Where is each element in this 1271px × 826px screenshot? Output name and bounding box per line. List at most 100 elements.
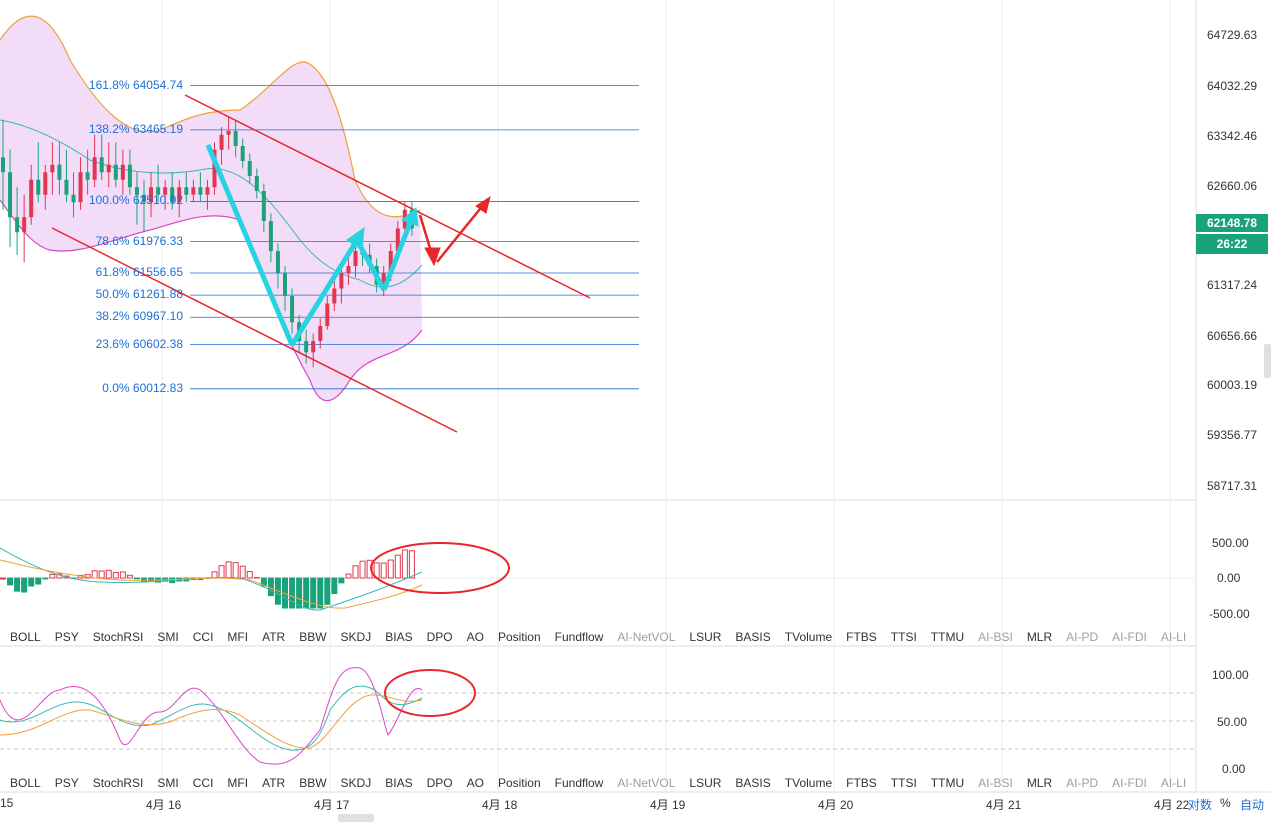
indicator-tab-mlr[interactable]: MLR xyxy=(1026,776,1053,790)
fib-label: 161.8% 64054.74 xyxy=(88,77,183,92)
macd-bar xyxy=(310,577,317,609)
indicator-tab-fundflow[interactable]: Fundflow xyxy=(554,630,604,644)
auto-scale-toggle[interactable]: 自动 xyxy=(1240,798,1265,812)
indicator-tab-smi[interactable]: SMI xyxy=(157,630,179,644)
indicator-tab-dpo[interactable]: DPO xyxy=(426,630,453,644)
indicator-tab-bbw[interactable]: BBW xyxy=(299,630,327,644)
macd-bar xyxy=(35,577,42,585)
macd-bar xyxy=(133,577,140,580)
candle-body xyxy=(50,164,55,173)
indicator-tab-ai-fdi[interactable]: AI-FDI xyxy=(1112,630,1147,644)
candle-countdown-badge: 26:22 xyxy=(1196,234,1268,254)
indicator-tab-ttmu[interactable]: TTMU xyxy=(930,630,965,644)
indicator-tab-ai-li[interactable]: AI-LI xyxy=(1160,776,1187,790)
indicator-tab-lsur[interactable]: LSUR xyxy=(689,776,722,790)
indicator-tab-cci[interactable]: CCI xyxy=(192,776,214,790)
macd-bar xyxy=(0,577,6,580)
indicator-tab-position[interactable]: Position xyxy=(497,630,541,644)
indicator-tab-stochrsi[interactable]: StochRSI xyxy=(92,776,144,790)
indicator-tab-bias[interactable]: BIAS xyxy=(385,776,413,790)
candle-body xyxy=(346,266,351,274)
fib-label: 61.8% 61556.65 xyxy=(95,265,183,279)
macd-bar xyxy=(296,577,303,609)
indicator-tab-mfi[interactable]: MFI xyxy=(227,630,249,644)
indicator-tab-ftbs[interactable]: FTBS xyxy=(846,630,877,644)
indicator-tab-fundflow[interactable]: Fundflow xyxy=(554,776,604,790)
indicator-tab-basis[interactable]: BASIS xyxy=(735,776,771,790)
candle-body xyxy=(339,273,344,289)
kdj-tick: 50.00 xyxy=(1217,715,1248,729)
macd-bar xyxy=(211,571,218,579)
indicator-tab-basis[interactable]: BASIS xyxy=(735,630,771,644)
indicator-tab-cci[interactable]: CCI xyxy=(192,630,214,644)
indicator-tab-tvolume[interactable]: TVolume xyxy=(784,630,833,644)
price-tick: 64729.63 xyxy=(1207,28,1258,42)
candle-body xyxy=(388,251,393,274)
indicator-tab-ai-pd[interactable]: AI-PD xyxy=(1066,630,1099,644)
macd-tick: 0.00 xyxy=(1217,571,1241,585)
indicator-tab-tvolume[interactable]: TVolume xyxy=(784,776,833,790)
candle-body xyxy=(205,187,210,195)
macd-bar xyxy=(28,577,35,587)
candle-body xyxy=(8,172,13,218)
indicator-tab-ftbs[interactable]: FTBS xyxy=(846,776,877,790)
indicator-tab-bbw[interactable]: BBW xyxy=(299,776,327,790)
indicator-tab-mfi[interactable]: MFI xyxy=(227,776,249,790)
indicator-tab-ai-fdi[interactable]: AI-FDI xyxy=(1112,776,1147,790)
indicator-tab-ao[interactable]: AO xyxy=(466,776,484,790)
indicator-tab-boll[interactable]: BOLL xyxy=(10,630,41,644)
candle-body xyxy=(170,187,175,203)
indicator-tab-stochrsi[interactable]: StochRSI xyxy=(92,630,144,644)
date-label: 4月 19 xyxy=(650,798,686,812)
indicator-tab-skdj[interactable]: SKDJ xyxy=(340,776,372,790)
indicator-tab-atr[interactable]: ATR xyxy=(262,630,286,644)
indicator-tab-dpo[interactable]: DPO xyxy=(426,776,453,790)
candle-body xyxy=(22,217,27,233)
candle-body xyxy=(71,194,76,203)
indicator-tab-ai-netvol[interactable]: AI-NetVOL xyxy=(617,630,676,644)
macd-bar xyxy=(267,577,274,597)
macd-bar xyxy=(408,550,415,579)
candle-body xyxy=(395,228,400,252)
indicator-tab-ai-netvol[interactable]: AI-NetVOL xyxy=(617,776,676,790)
indicator-tab-lsur[interactable]: LSUR xyxy=(689,630,722,644)
macd-bar xyxy=(218,565,225,579)
candle-body xyxy=(332,288,337,304)
indicator-tab-ttsi[interactable]: TTSI xyxy=(890,630,917,644)
date-label: 15 xyxy=(0,796,14,810)
indicator-tab-ttmu[interactable]: TTMU xyxy=(930,776,965,790)
candle-body xyxy=(219,134,224,150)
log-scale-toggle[interactable]: 对数 xyxy=(1188,798,1213,812)
indicator-tab-atr[interactable]: ATR xyxy=(262,776,286,790)
indicator-tab-bias[interactable]: BIAS xyxy=(385,630,413,644)
price-tick: 60003.19 xyxy=(1207,378,1258,392)
indicator-tab-mlr[interactable]: MLR xyxy=(1026,630,1053,644)
indicator-tab-ai-pd[interactable]: AI-PD xyxy=(1066,776,1099,790)
indicator-tab-ai-li[interactable]: AI-LI xyxy=(1160,630,1187,644)
candle-body xyxy=(15,217,20,233)
indicator-tab-position[interactable]: Position xyxy=(497,776,541,790)
indicator-tab-smi[interactable]: SMI xyxy=(157,776,179,790)
indicator-tab-ao[interactable]: AO xyxy=(466,630,484,644)
candle-body xyxy=(290,296,295,323)
indicator-tab-ai-bsi[interactable]: AI-BSI xyxy=(978,630,1013,644)
candle-body xyxy=(325,303,330,327)
price-tick: 60656.66 xyxy=(1207,329,1258,343)
indicator-tab-psy[interactable]: PSY xyxy=(54,630,79,644)
indicator-tab-ai-bsi[interactable]: AI-BSI xyxy=(978,776,1013,790)
date-label: 4月 22 xyxy=(1154,798,1190,812)
percent-scale-toggle[interactable]: % xyxy=(1220,796,1231,810)
indicator-tab-ttsi[interactable]: TTSI xyxy=(890,776,917,790)
macd-bar xyxy=(126,574,133,579)
indicator-tab-skdj[interactable]: SKDJ xyxy=(340,630,372,644)
candle-body xyxy=(381,273,386,285)
indicator-tab-boll[interactable]: BOLL xyxy=(10,776,41,790)
fib-label: 50.0% 61261.88 xyxy=(95,287,183,302)
right-scroll-handle[interactable] xyxy=(1264,344,1271,378)
price-tick: 58717.31 xyxy=(1207,479,1258,493)
time-scroll-handle[interactable] xyxy=(338,814,374,822)
candle-body xyxy=(29,179,34,218)
candle-body xyxy=(163,187,168,195)
indicator-tab-psy[interactable]: PSY xyxy=(54,776,79,790)
